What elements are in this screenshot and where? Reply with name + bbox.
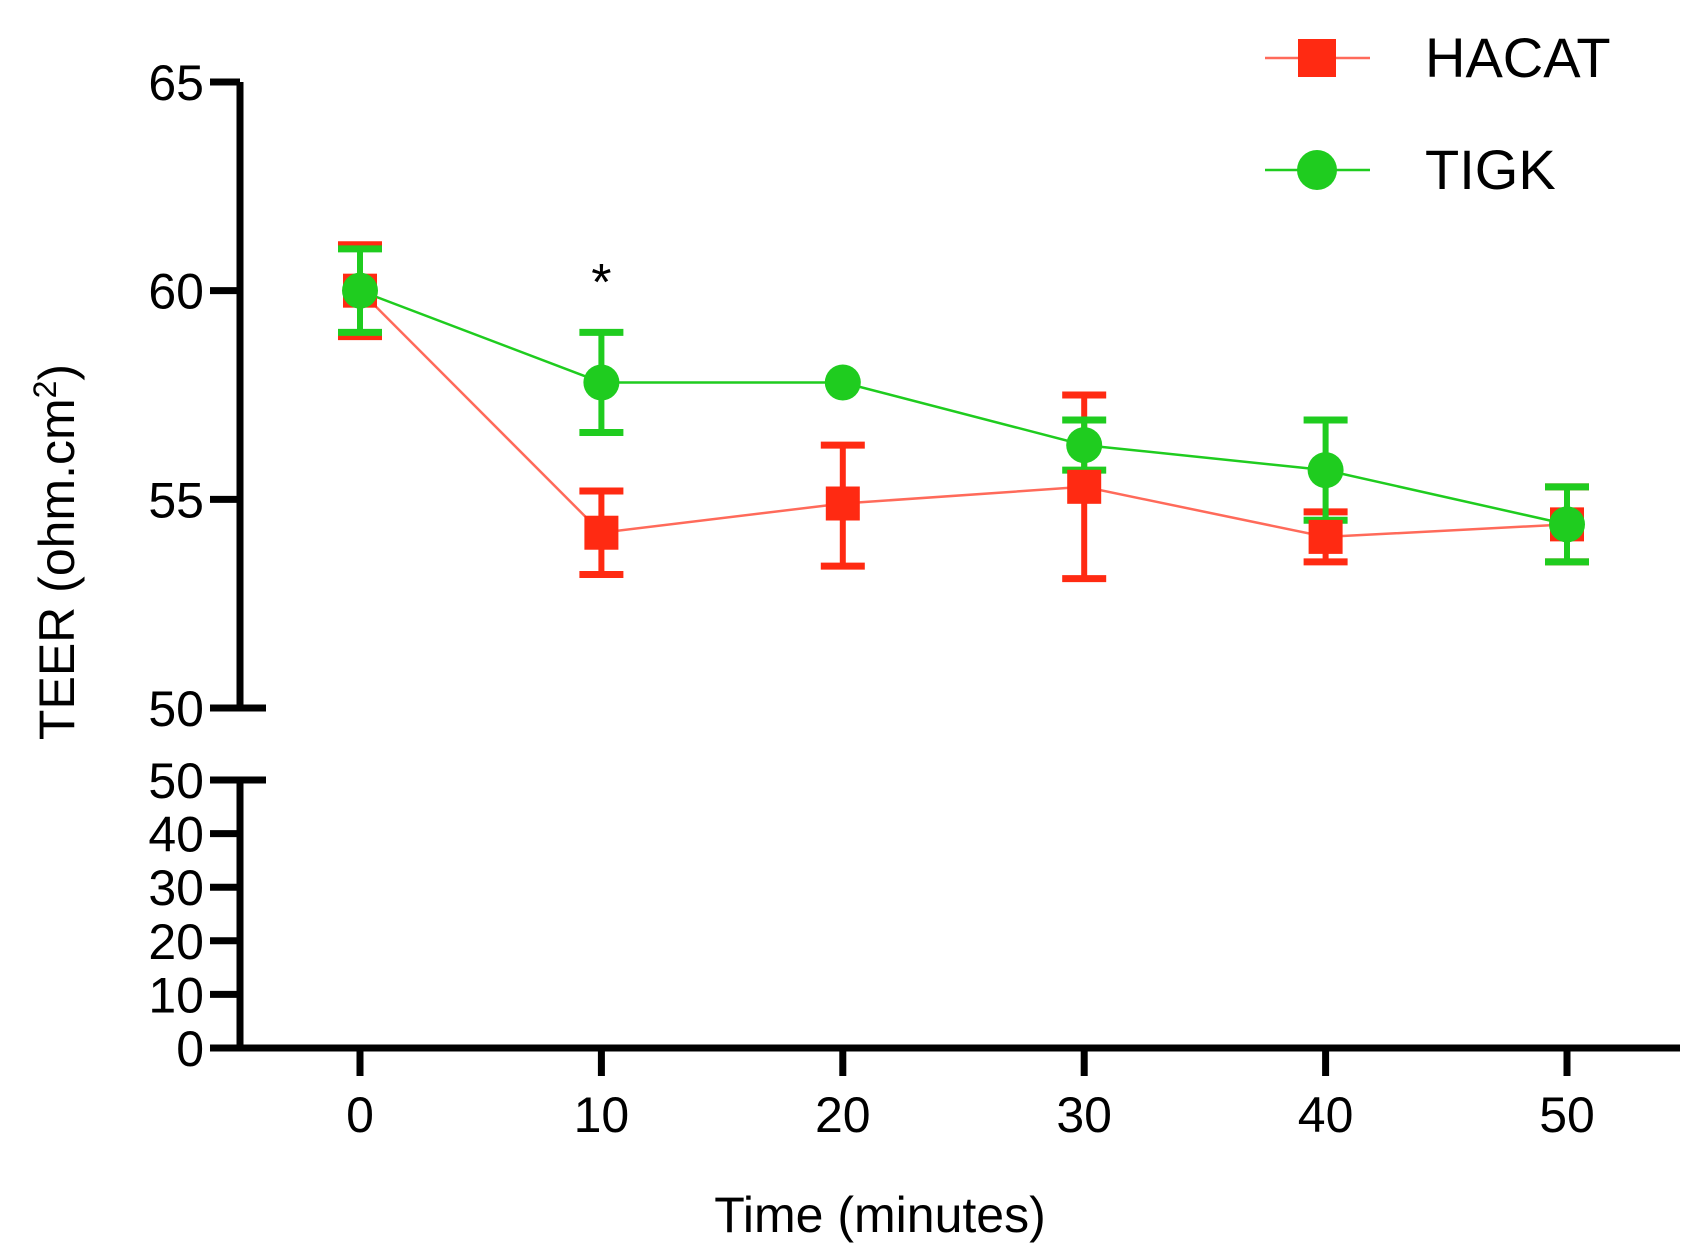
tigk-point — [583, 364, 620, 401]
hacat-point — [584, 515, 619, 550]
series-lines — [359, 289, 1568, 539]
tigk-point — [824, 364, 861, 401]
y-tick-label-lower: 40 — [148, 807, 204, 863]
hacat-point — [1308, 519, 1343, 554]
y-tick-label-lower: 50 — [148, 753, 204, 809]
y-axis-label-main: TEER (ohm.cm — [29, 398, 85, 740]
x-tick-label: 50 — [1539, 1087, 1595, 1143]
x-tick-label: 0 — [346, 1087, 374, 1143]
y-tick-label-lower: 20 — [148, 914, 204, 970]
x-tick-label: 40 — [1298, 1087, 1354, 1143]
data-markers — [342, 272, 1585, 554]
hacat-point — [1067, 469, 1102, 504]
y-tick-label-upper: 60 — [148, 264, 204, 320]
y-axis-label-sup: 2 — [27, 381, 63, 399]
y-tick-label-lower: 0 — [176, 1021, 204, 1077]
y-tick-label-upper: 50 — [148, 681, 204, 737]
x-tick-label: 10 — [574, 1087, 630, 1143]
y-axis-label: TEER (ohm.cm2) — [27, 364, 85, 740]
tigk-point — [1307, 452, 1344, 489]
x-axis-label: Time (minutes) — [714, 1187, 1046, 1243]
y-tick-label-lower: 10 — [148, 967, 204, 1023]
y-tick-label-upper: 65 — [148, 55, 204, 111]
tigk-point — [1549, 506, 1585, 543]
legend-hacat-label: HACAT — [1425, 26, 1611, 89]
annotation-asterisk: * — [591, 254, 611, 312]
legend: HACAT TIGK — [1265, 26, 1611, 201]
hacat-line — [359, 289, 1568, 539]
error-bars — [338, 241, 1589, 583]
labels: * Time (minutes) TEER (ohm.cm2) — [27, 254, 1046, 1243]
tigk-point — [342, 272, 378, 309]
x-tick-label: 20 — [815, 1087, 871, 1143]
legend-hacat-marker — [1298, 39, 1336, 77]
tigk-line — [359, 289, 1568, 526]
y-tick-label-upper: 55 — [148, 472, 204, 528]
legend-tigk-marker — [1297, 150, 1337, 190]
hacat-point — [825, 486, 860, 521]
tigk-point — [1066, 427, 1103, 464]
x-tick-label: 30 — [1056, 1087, 1112, 1143]
legend-tigk-label: TIGK — [1425, 138, 1556, 201]
y-axis-label-close: ) — [29, 364, 85, 381]
y-tick-label-lower: 30 — [148, 860, 204, 916]
